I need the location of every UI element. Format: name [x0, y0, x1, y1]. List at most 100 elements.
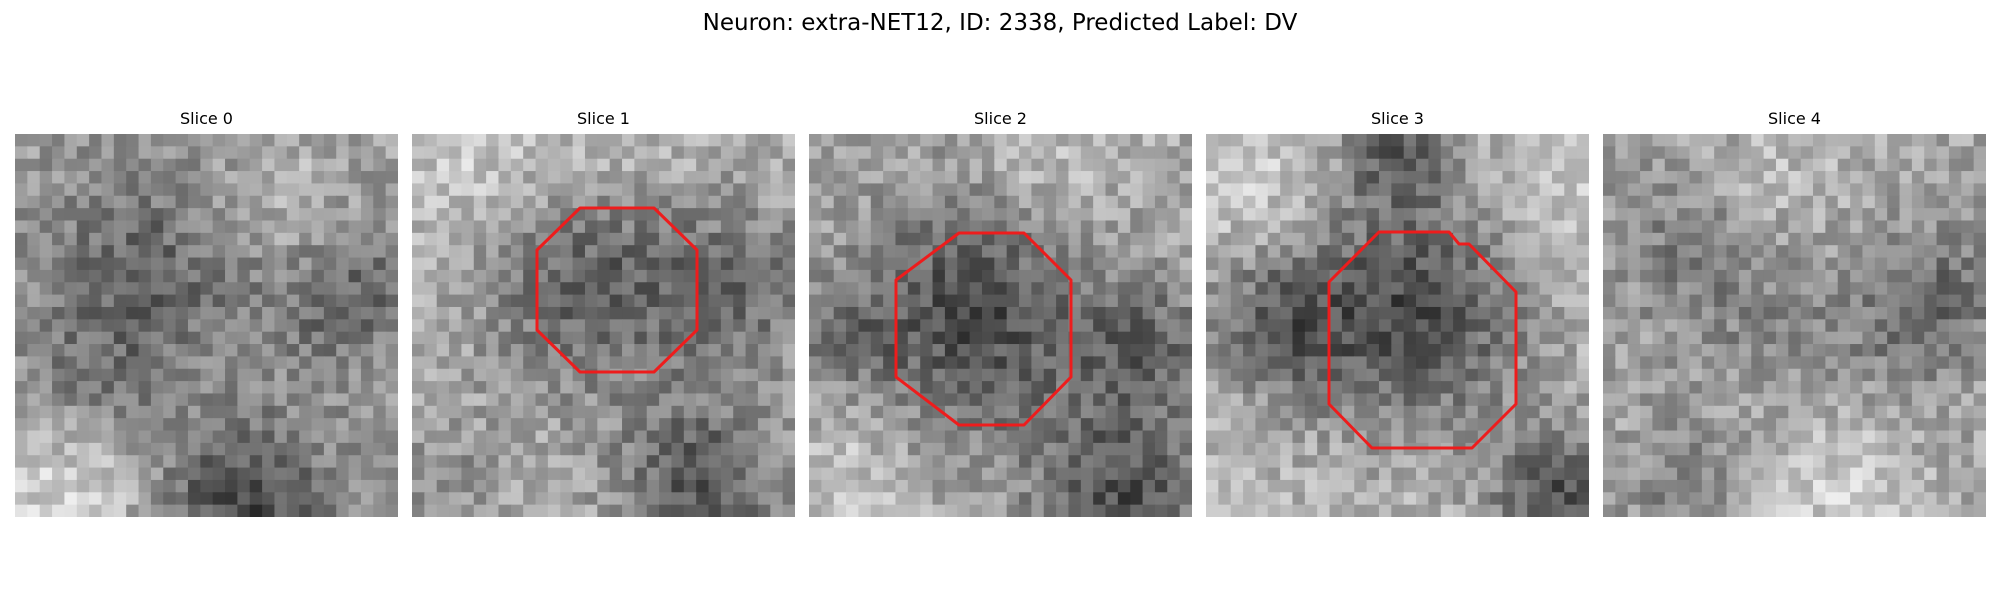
- pixel: [757, 232, 771, 246]
- pixel: [449, 134, 463, 147]
- pixel: [833, 479, 847, 493]
- pixel: [944, 195, 958, 209]
- pixel: [1130, 381, 1144, 395]
- pixel: [659, 269, 673, 283]
- pixel: [1627, 492, 1641, 506]
- pixel: [584, 208, 598, 222]
- pixel: [1218, 344, 1232, 357]
- pixel: [1627, 381, 1641, 395]
- pixel: [1130, 183, 1144, 197]
- pixel: [1056, 195, 1070, 209]
- pixel: [1366, 195, 1380, 209]
- pixel: [1043, 208, 1057, 222]
- pixel: [1154, 306, 1168, 320]
- pixel: [609, 331, 623, 345]
- pixel: [708, 245, 722, 259]
- pixel: [1341, 344, 1355, 357]
- pixel: [510, 492, 524, 506]
- pixel: [1341, 405, 1355, 419]
- pixel: [163, 232, 177, 246]
- pixel: [1378, 405, 1392, 419]
- pixel: [15, 294, 28, 308]
- pixel: [1218, 158, 1232, 172]
- pixel: [609, 294, 623, 308]
- pixel: [634, 245, 648, 259]
- pixel: [1267, 492, 1281, 506]
- pixel: [249, 146, 263, 160]
- pixel: [1317, 158, 1331, 172]
- pixel: [757, 195, 771, 209]
- pixel: [76, 418, 90, 432]
- pixel: [187, 306, 201, 320]
- pixel: [1627, 171, 1641, 185]
- pixel: [286, 208, 300, 222]
- pixel: [1948, 467, 1962, 481]
- pixel: [424, 504, 438, 517]
- pixel: [634, 467, 648, 481]
- pixel: [858, 455, 872, 469]
- pixel: [1874, 306, 1888, 320]
- pixel: [89, 146, 103, 160]
- pixel: [597, 467, 611, 481]
- pixel: [424, 368, 438, 382]
- pixel: [64, 331, 78, 345]
- pixel: [113, 171, 127, 185]
- pixel: [560, 319, 574, 333]
- pixel: [1440, 208, 1454, 222]
- pixel: [1440, 146, 1454, 160]
- pixel: [1763, 245, 1777, 259]
- pixel: [498, 294, 512, 308]
- pixel: [1961, 220, 1975, 234]
- pixel: [1477, 467, 1491, 481]
- pixel: [1514, 492, 1528, 506]
- pixel: [757, 467, 771, 481]
- pixel: [1788, 442, 1802, 456]
- pixel: [1218, 479, 1232, 493]
- pixel: [348, 146, 362, 160]
- pixel: [932, 331, 946, 345]
- pixel: [1230, 232, 1244, 246]
- pixel: [782, 171, 795, 185]
- pixel: [348, 479, 362, 493]
- pixel: [1973, 257, 1986, 271]
- pixel: [895, 220, 909, 234]
- pixel: [1502, 294, 1516, 308]
- pixel: [1502, 479, 1516, 493]
- pixel: [1130, 504, 1144, 517]
- pixel: [1477, 356, 1491, 370]
- pixel: [311, 331, 325, 345]
- pixel: [745, 220, 759, 234]
- pixel: [1043, 368, 1057, 382]
- pixel: [932, 294, 946, 308]
- pixel: [1527, 356, 1541, 370]
- pixel: [52, 492, 66, 506]
- pixel: [461, 393, 475, 407]
- pixel: [1179, 146, 1192, 160]
- pixel: [981, 306, 995, 320]
- pixel: [584, 381, 598, 395]
- pixel: [1006, 294, 1020, 308]
- pixel: [770, 146, 784, 160]
- pixel: [659, 467, 673, 481]
- pixel: [336, 455, 350, 469]
- pixel: [348, 245, 362, 259]
- pixel: [1800, 504, 1814, 517]
- pixel: [1899, 418, 1913, 432]
- pixel: [920, 455, 934, 469]
- pixel: [311, 492, 325, 506]
- pixel: [1564, 504, 1578, 517]
- pixel: [870, 269, 884, 283]
- pixel: [1255, 381, 1269, 395]
- pixel: [1378, 195, 1392, 209]
- pixel: [1167, 294, 1181, 308]
- pixel: [622, 467, 635, 481]
- pixel: [584, 442, 598, 456]
- pixel: [683, 146, 697, 160]
- pixel: [1576, 442, 1589, 456]
- pixel: [89, 356, 103, 370]
- pixel: [1701, 319, 1715, 333]
- pixel: [634, 269, 648, 283]
- pixel: [1924, 479, 1938, 493]
- pixel: [833, 356, 847, 370]
- pixel: [1117, 393, 1131, 407]
